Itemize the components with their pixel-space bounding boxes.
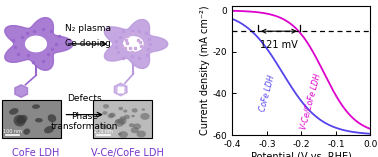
Bar [93, 100, 152, 138]
Circle shape [101, 124, 108, 129]
Circle shape [102, 111, 107, 115]
Polygon shape [5, 18, 73, 70]
Text: 100 nm: 100 nm [3, 129, 22, 134]
Ellipse shape [14, 115, 26, 127]
Ellipse shape [32, 104, 40, 109]
Polygon shape [104, 19, 168, 68]
Text: CoFe LDH: CoFe LDH [12, 148, 60, 157]
Circle shape [103, 104, 109, 108]
Text: N₂ plasma: N₂ plasma [65, 24, 111, 33]
Polygon shape [124, 37, 143, 51]
Circle shape [109, 113, 116, 117]
Text: 200 nm: 200 nm [94, 129, 113, 134]
Circle shape [118, 133, 122, 135]
Circle shape [142, 108, 145, 111]
Circle shape [131, 127, 139, 133]
Polygon shape [15, 85, 28, 97]
Circle shape [121, 121, 125, 124]
Ellipse shape [23, 128, 30, 135]
Circle shape [119, 116, 126, 121]
Circle shape [124, 115, 130, 119]
Text: CoFe LDH: CoFe LDH [258, 74, 276, 113]
Circle shape [118, 107, 123, 110]
Circle shape [133, 123, 141, 129]
Text: Defects: Defects [67, 94, 102, 103]
Text: 121 mV: 121 mV [260, 40, 298, 49]
Circle shape [136, 130, 146, 138]
Circle shape [115, 119, 124, 127]
X-axis label: Potential (V vs. RHE): Potential (V vs. RHE) [251, 152, 352, 157]
Bar [2, 100, 61, 138]
Text: Phase: Phase [71, 112, 98, 121]
Y-axis label: Current density (mA cm⁻²): Current density (mA cm⁻²) [200, 6, 210, 135]
Circle shape [110, 127, 114, 130]
Circle shape [96, 130, 101, 133]
Text: Ce doping: Ce doping [65, 39, 111, 49]
Circle shape [132, 108, 138, 113]
Text: transformation: transformation [51, 122, 118, 131]
Circle shape [119, 131, 128, 138]
Circle shape [123, 110, 127, 113]
Circle shape [118, 118, 127, 125]
Circle shape [115, 119, 121, 123]
Circle shape [131, 115, 135, 117]
Text: V-Ce/CoFe LDH: V-Ce/CoFe LDH [298, 73, 322, 131]
Text: V-Ce/CoFe LDH: V-Ce/CoFe LDH [91, 148, 163, 157]
Polygon shape [26, 36, 46, 52]
Polygon shape [114, 83, 127, 96]
Ellipse shape [35, 118, 43, 122]
Circle shape [140, 113, 150, 120]
Circle shape [129, 123, 134, 127]
Ellipse shape [44, 126, 54, 133]
Ellipse shape [9, 108, 19, 115]
Circle shape [108, 114, 114, 118]
Ellipse shape [16, 115, 28, 124]
Ellipse shape [48, 114, 56, 122]
